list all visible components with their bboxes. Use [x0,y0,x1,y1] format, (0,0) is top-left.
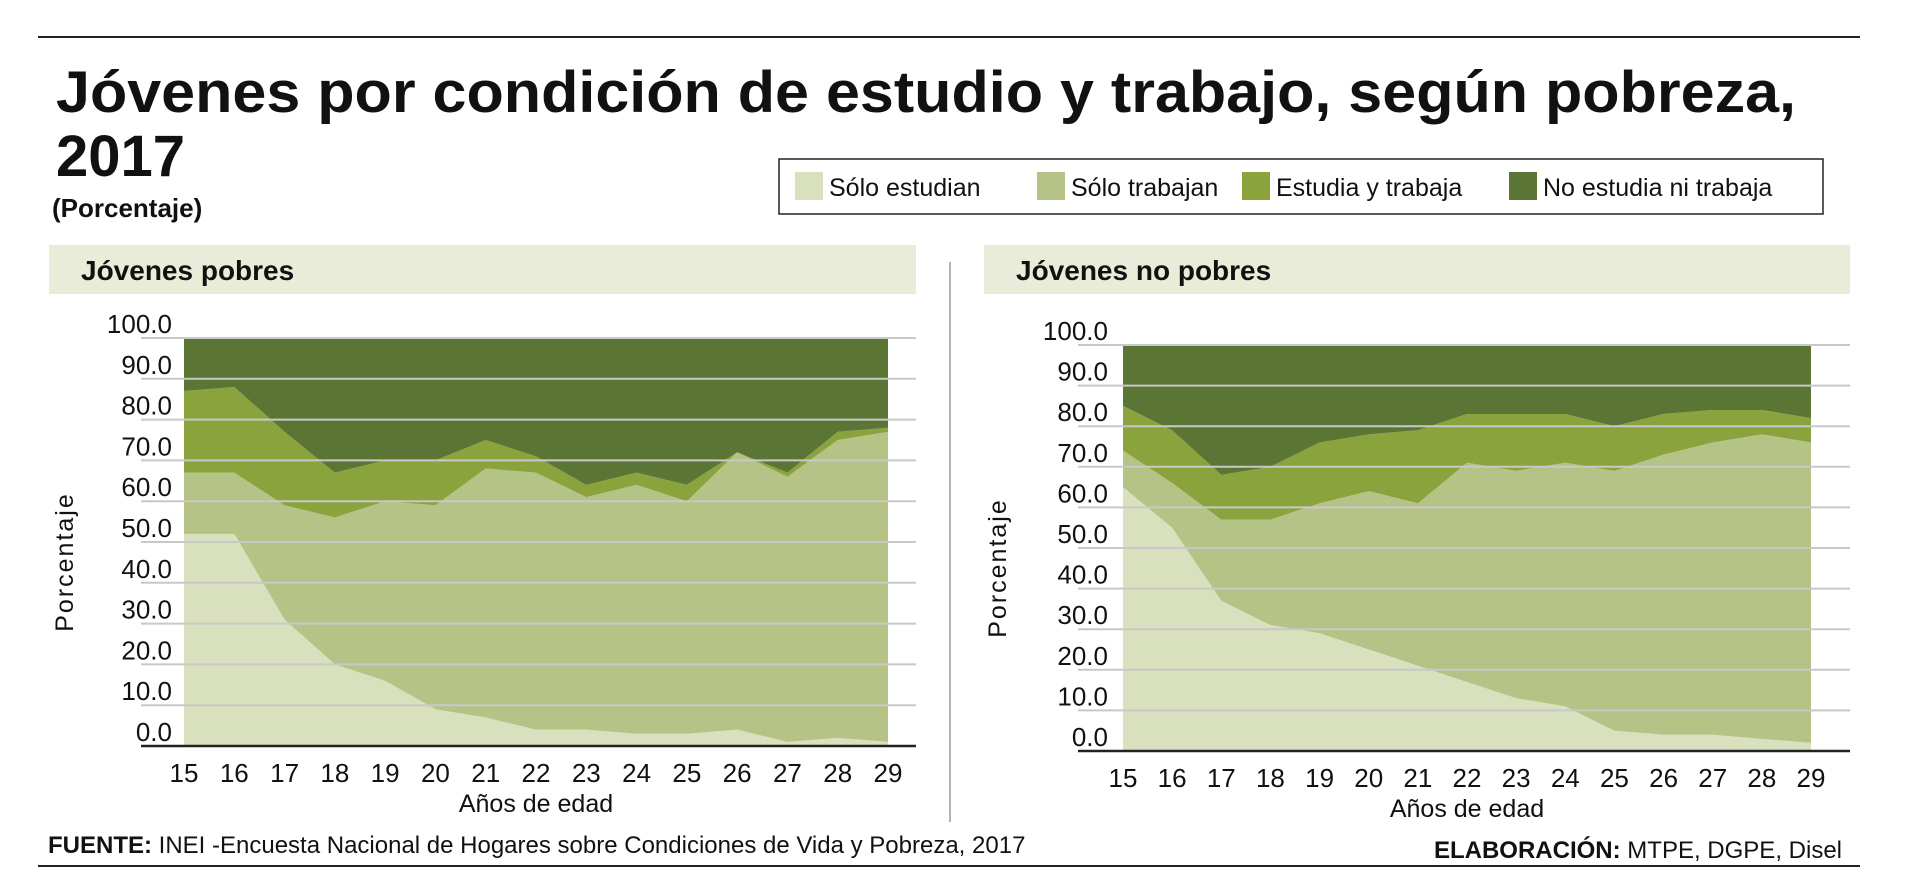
x-tick-label: 18 [1256,763,1285,793]
chart-subtitle: (Porcentaje) [52,193,202,223]
x-tick-label: 29 [1797,763,1826,793]
source-text: INEI -Encuesta Nacional de Hogares sobre… [152,832,1025,859]
legend-label: Sólo trabajan [1071,174,1218,202]
y-axis-title: Porcentaje [51,492,79,632]
x-tick-label: 19 [371,758,400,788]
chart-title-line1: Jóvenes por condición de estudio y traba… [56,60,1796,125]
x-tick-label: 15 [170,758,199,788]
legend-label: Sólo estudian [829,174,981,202]
y-tick-label: 20.0 [1057,641,1108,671]
x-tick-label: 20 [1354,763,1383,793]
credit-note: ELABORACIÓN: MTPE, DGPE, Disel [1434,836,1842,864]
area-s-lo-estudian [1123,487,1811,751]
area-s-lo-estudian [184,533,888,746]
y-tick-label: 30.0 [121,595,172,625]
x-tick-label: 24 [622,758,651,788]
area-estudia-y-trabaja [1123,405,1811,520]
chart-title-line2: 2017 [56,124,185,189]
y-tick-label: 50.0 [121,513,172,543]
y-tick-label: 10.0 [121,676,172,706]
y-tick-label: 90.0 [121,350,172,380]
y-tick-label: 60.0 [1057,478,1108,508]
x-tick-label: 18 [320,758,349,788]
x-tick-label: 26 [723,758,752,788]
legend: Sólo estudian Sólo trabajan Estudia y trab… [778,158,1824,215]
x-tick-label: 21 [471,758,500,788]
y-tick-label: 0.0 [1072,722,1108,752]
legend-box [778,158,1824,215]
x-tick-label: 22 [522,758,551,788]
legend-swatch [1242,172,1270,200]
area-estudia-y-trabaja [184,386,888,518]
credit-text: MTPE, DGPE, Disel [1621,837,1842,864]
legend-swatch [1509,172,1537,200]
y-axis-title: Porcentaje [984,498,1012,638]
chart-panel: Jóvenes pobres 0.0 10.0 20.0 30.0 40.0 50.0 60.… [49,245,916,818]
legend-swatch [795,172,823,200]
legend-swatch [1037,172,1065,200]
y-tick-label: 0.0 [136,717,172,747]
x-axis-title: Años de edad [1390,795,1544,823]
source-note: FUENTE: INEI -Encuesta Nacional de Hogar… [48,832,1025,859]
area-no-estudia-ni-trabaja [1123,345,1811,475]
x-tick-label: 26 [1649,763,1678,793]
x-tick-label: 27 [1698,763,1727,793]
y-tick-label: 60.0 [121,472,172,502]
y-tick-label: 10.0 [1057,681,1108,711]
y-tick-label: 40.0 [1057,560,1108,590]
y-tick-label: 70.0 [1057,438,1108,468]
x-tick-label: 25 [672,758,701,788]
panel-title: Jóvenes pobres [81,255,294,286]
y-tick-label: 40.0 [121,554,172,584]
source-label: FUENTE: [48,832,152,859]
x-tick-label: 20 [421,758,450,788]
x-tick-label: 28 [1747,763,1776,793]
y-tick-label: 100.0 [107,309,172,339]
y-tick-label: 30.0 [1057,600,1108,630]
area-no-estudia-ni-trabaja [184,338,888,485]
y-tick-label: 20.0 [121,635,172,665]
x-tick-label: 19 [1305,763,1334,793]
panel-header [984,245,1850,294]
y-tick-label: 80.0 [1057,397,1108,427]
legend-label: No estudia ni trabaja [1543,174,1772,202]
x-tick-label: 16 [1158,763,1187,793]
x-tick-label: 17 [1207,763,1236,793]
y-tick-label: 50.0 [1057,519,1108,549]
y-tick-label: 100.0 [1043,316,1108,346]
x-tick-label: 29 [874,758,903,788]
y-tick-label: 90.0 [1057,357,1108,387]
x-tick-label: 22 [1453,763,1482,793]
x-tick-label: 17 [270,758,299,788]
chart-panel: Jóvenes no pobres 0.0 10.0 20.0 30.0 40.0 50.0… [984,245,1850,823]
x-tick-label: 27 [773,758,802,788]
y-tick-label: 80.0 [121,391,172,421]
panel-header [49,245,916,294]
panel-title: Jóvenes no pobres [1016,255,1271,286]
x-tick-label: 28 [823,758,852,788]
x-tick-label: 23 [572,758,601,788]
x-tick-label: 24 [1551,763,1580,793]
x-tick-label: 25 [1600,763,1629,793]
y-tick-label: 70.0 [121,431,172,461]
legend-label: Estudia y trabaja [1276,174,1462,202]
x-tick-label: 23 [1502,763,1531,793]
x-tick-label: 21 [1403,763,1432,793]
x-tick-label: 15 [1109,763,1138,793]
x-axis-title: Años de edad [459,790,613,818]
credit-label: ELABORACIÓN: [1434,836,1621,864]
x-tick-label: 16 [220,758,249,788]
